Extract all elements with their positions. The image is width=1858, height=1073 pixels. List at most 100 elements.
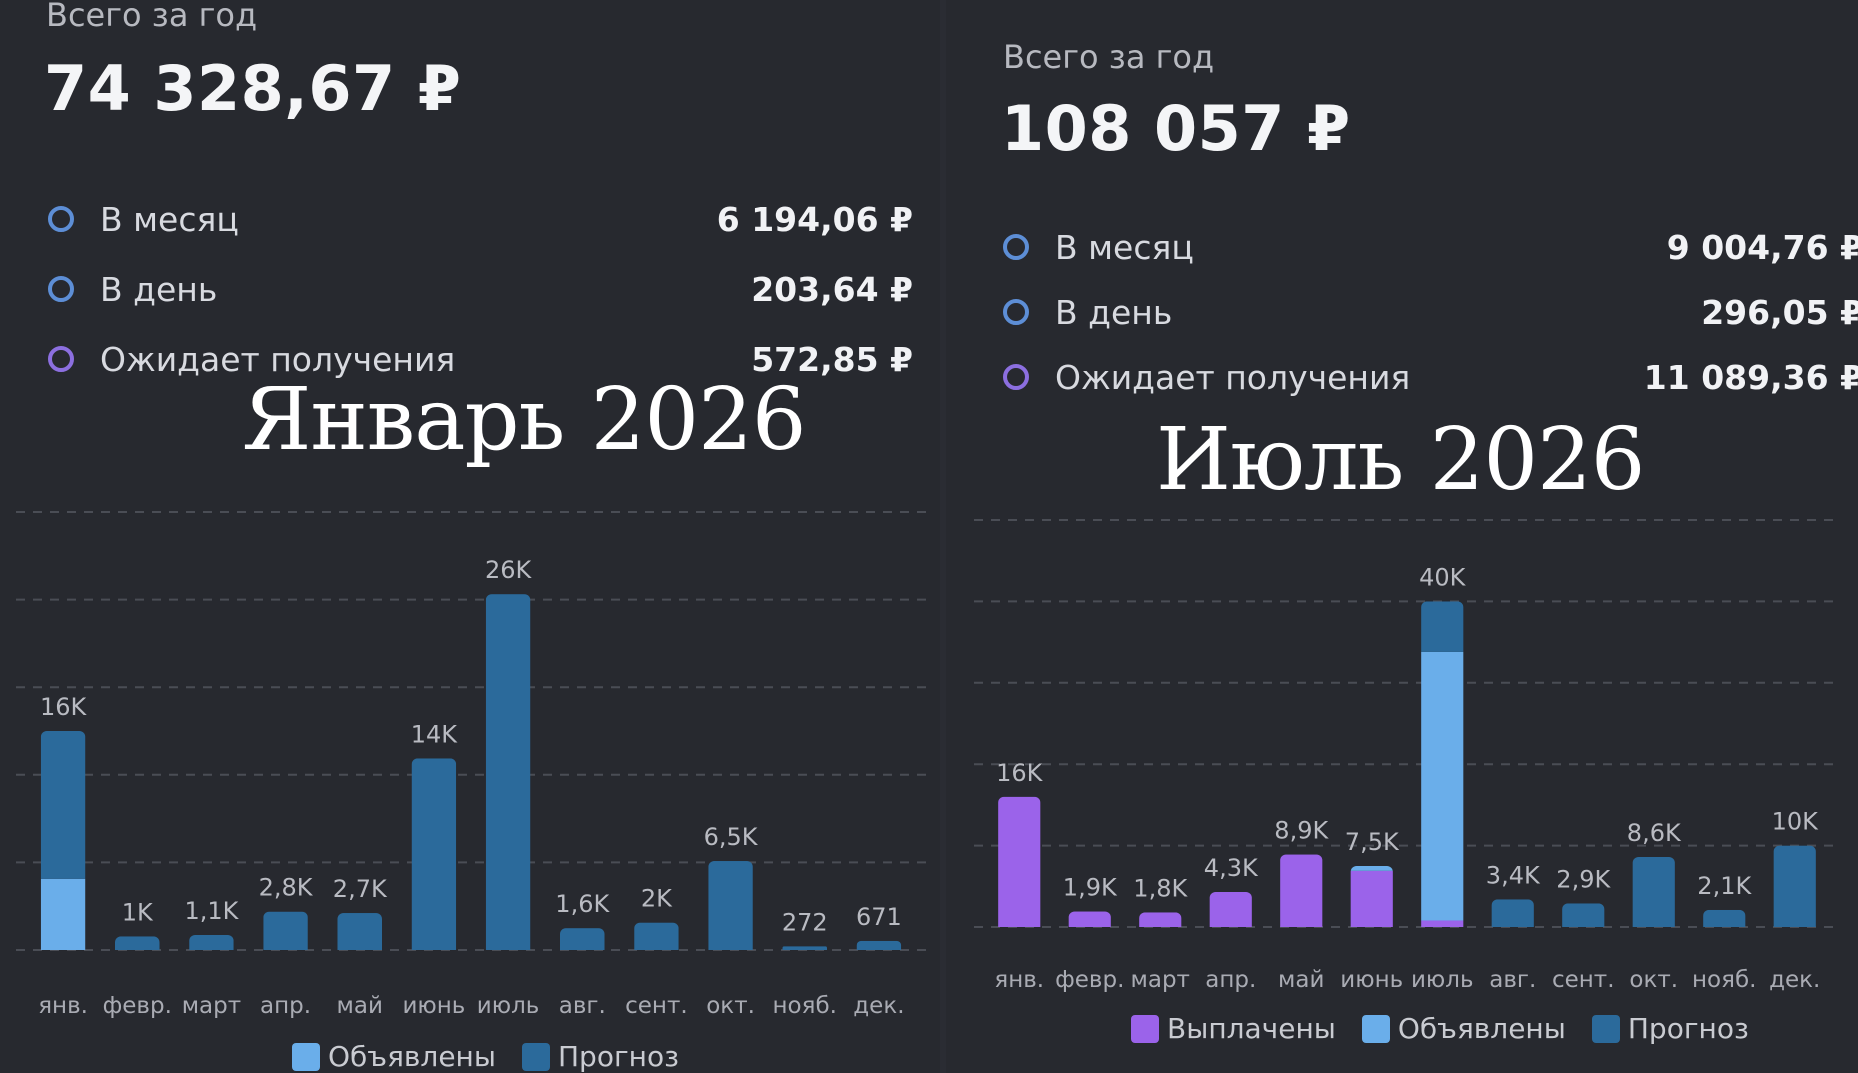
bar-segment: [1139, 912, 1182, 927]
bar-segment: [1421, 920, 1464, 927]
legend-label: Объявлены: [328, 1040, 496, 1073]
bar-segment: [1421, 601, 1464, 652]
stat-value: 6 194,06 ₽: [716, 200, 913, 239]
bar-value-label: 6,5K: [704, 823, 759, 851]
stat-label: Ожидает получения: [1055, 358, 1411, 397]
bar-value-label: 10K: [1772, 808, 1820, 836]
bar-11: [1703, 909, 1746, 927]
bar-10: [1632, 856, 1675, 927]
stat-row-day: В день 203,64 ₽: [48, 270, 913, 314]
stat-value: 296,05 ₽: [1701, 293, 1858, 332]
bar-7: [485, 594, 531, 950]
x-tick-label: янв.: [994, 967, 1044, 993]
bar-value-label: 40K: [1419, 563, 1467, 591]
bar-value-label: 16K: [40, 693, 88, 721]
legend-swatch: [1591, 1014, 1620, 1043]
x-tick-label: февр.: [103, 993, 172, 1019]
x-tick-label: авг.: [1489, 967, 1536, 993]
legend-swatch: [521, 1042, 550, 1071]
bar-2: [1068, 911, 1111, 927]
ring-icon: [1003, 234, 1029, 260]
legend-label: Выплачены: [1167, 1012, 1336, 1045]
dividend-chart: 16K янв. 1K февр. 1,1K март 2,8K апр. 2,7K май 14K…: [16, 511, 926, 1019]
bar-segment: [1491, 899, 1534, 927]
total-value: 108 057 ₽: [1001, 92, 1351, 165]
bar-value-label: 272: [782, 908, 828, 936]
total-label: Всего за год: [1003, 38, 1215, 76]
bar-segment: [1350, 865, 1393, 871]
total-label: Всего за год: [46, 0, 258, 34]
overlay-title: Июль 2026: [1156, 410, 1646, 510]
bar-segment: [1773, 845, 1816, 927]
bar-segment: [1632, 856, 1675, 927]
bar-value-label: 2,1K: [1697, 872, 1752, 900]
x-tick-label: нояб.: [773, 993, 837, 1019]
bar-segment: [1350, 870, 1393, 927]
bar-segment: [1703, 909, 1746, 927]
legend-item-forecast[interactable]: Прогноз: [521, 1040, 679, 1073]
x-tick-label: нояб.: [1692, 967, 1756, 993]
bar-segment: [560, 928, 605, 950]
bar-segment: [1421, 651, 1464, 921]
bar-segment: [782, 946, 827, 950]
stat-value: 572,85 ₽: [751, 340, 913, 379]
bar-value-label: 2,7K: [333, 875, 388, 903]
bar-3: [1139, 912, 1182, 927]
legend-item-forecast[interactable]: Прогноз: [1591, 1012, 1749, 1045]
x-tick-label: сент.: [625, 993, 688, 1019]
bar-value-label: 1,9K: [1063, 874, 1118, 902]
bar-segment: [411, 758, 457, 950]
bar-segment: [1562, 903, 1605, 927]
bar-2: [115, 936, 160, 950]
legend-swatch: [292, 1042, 320, 1071]
total-value: 74 328,67 ₽: [44, 52, 462, 125]
bar-5: [337, 913, 382, 950]
bar-value-label: 26K: [485, 556, 533, 584]
x-tick-label: февр.: [1055, 967, 1124, 993]
x-tick-label: март: [182, 993, 241, 1019]
x-tick-label: апр.: [260, 993, 311, 1019]
bar-value-label: 4,3K: [1204, 854, 1259, 882]
x-tick-label: янв.: [38, 993, 88, 1019]
stat-label: В день: [1055, 293, 1173, 332]
legend-item-announced[interactable]: Объявлены: [1361, 1012, 1566, 1045]
bar-5: [1280, 854, 1323, 927]
left-panel: Всего за год 74 328,67 ₽ В месяц 6 194,0…: [16, 0, 926, 1073]
bar-8: [1491, 899, 1534, 927]
legend-item-paid[interactable]: Выплачены: [1131, 1012, 1336, 1045]
stat-row-day: В день 296,05 ₽: [1003, 293, 1858, 337]
stat-row-month: В месяц 9 004,76 ₽: [1003, 228, 1858, 272]
bar-segment: [40, 878, 86, 950]
legend-label: Прогноз: [557, 1040, 679, 1073]
legend-swatch: [1131, 1014, 1159, 1043]
legend-swatch: [1361, 1014, 1390, 1043]
bar-9: [1562, 903, 1605, 927]
stat-value: 203,64 ₽: [751, 270, 913, 309]
chart-legend: Объявлены Прогноз: [292, 1040, 679, 1073]
ring-icon: [1003, 299, 1029, 325]
bar-value-label: 7,5K: [1345, 828, 1400, 856]
right-panel: Всего за год 108 057 ₽ В месяц 9 004,76 …: [956, 0, 1858, 1073]
bar-8: [560, 928, 605, 950]
bar-segment: [263, 911, 308, 950]
bar-value-label: 2K: [641, 885, 673, 913]
legend-label: Прогноз: [1627, 1012, 1749, 1045]
x-tick-label: окт.: [1629, 967, 1678, 993]
stat-row-pending: Ожидает получения 11 089,36 ₽: [1003, 358, 1858, 402]
stat-label: В месяц: [1055, 228, 1194, 267]
x-tick-label: март: [1131, 967, 1190, 993]
bar-1: [40, 731, 86, 950]
bar-9: [634, 922, 679, 950]
panel-divider: [940, 0, 946, 1073]
stat-row-month: В месяц 6 194,06 ₽: [48, 200, 913, 244]
x-tick-label: июль: [477, 993, 540, 1019]
legend-item-announced[interactable]: Объявлены: [292, 1040, 496, 1073]
bar-segment: [485, 594, 531, 950]
bar-4: [1209, 891, 1252, 927]
bar-12: [856, 940, 902, 950]
x-tick-label: апр.: [1205, 967, 1256, 993]
bar-value-label: 8,6K: [1627, 819, 1682, 847]
bar-segment: [856, 940, 902, 950]
overlay-title: Январь 2026: [242, 370, 807, 470]
stat-value: 9 004,76 ₽: [1666, 228, 1858, 267]
